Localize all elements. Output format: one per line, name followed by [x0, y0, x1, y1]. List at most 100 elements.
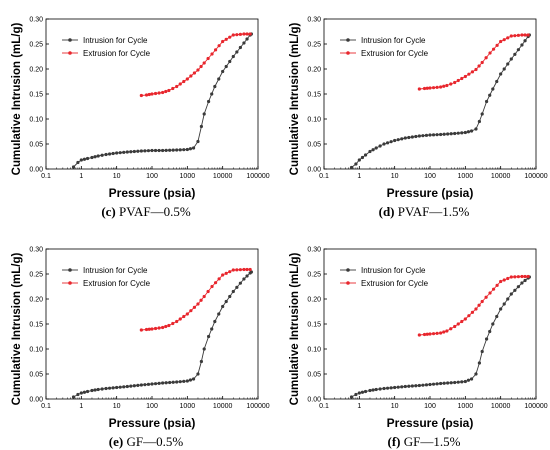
y-tick-label: 0.00: [307, 397, 321, 404]
data-point: [157, 148, 161, 153]
data-point: [248, 267, 252, 272]
data-point: [143, 149, 147, 153]
caption-text: GF—0.5%: [126, 434, 184, 449]
data-point: [488, 291, 492, 295]
data-point: [400, 385, 404, 389]
data-point: [235, 285, 239, 289]
data-point: [71, 395, 76, 399]
x-tick-label: 1000: [458, 173, 474, 180]
caption-panel-letter: (f): [387, 434, 401, 449]
data-point: [168, 148, 172, 152]
data-point: [210, 52, 214, 56]
data-point: [417, 383, 421, 388]
data-point: [506, 276, 510, 281]
data-point: [445, 329, 449, 333]
data-point: [199, 359, 203, 364]
plot-frame: [323, 248, 537, 400]
x-tick-label: 1: [357, 173, 361, 180]
data-point: [206, 56, 210, 61]
data-point: [104, 152, 108, 157]
data-point: [506, 36, 510, 40]
data-point: [439, 132, 443, 137]
data-point: [442, 381, 446, 385]
y-tick-label: 0.20: [307, 67, 321, 74]
legend-label: Extrusion for Cycle: [83, 49, 151, 58]
data-point: [484, 56, 488, 60]
data-point: [224, 271, 228, 275]
data-point: [125, 384, 129, 389]
data-point: [456, 322, 460, 326]
data-point: [238, 268, 242, 272]
data-point: [403, 136, 407, 140]
data-point: [150, 382, 154, 386]
data-point: [374, 146, 378, 150]
data-point: [235, 33, 239, 37]
data-point: [136, 149, 140, 153]
data-point: [453, 324, 457, 329]
data-point: [526, 33, 530, 37]
data-point: [467, 72, 471, 76]
data-point: [488, 329, 492, 334]
data-point: [189, 309, 193, 313]
series-extrusion: [139, 267, 252, 332]
chart-panel-2: 0.00 0.05 0.10 0.15 0.20 0.25 0.30 0.1 1 10 100 100…: [11, 247, 270, 431]
data-point: [111, 151, 115, 156]
data-point: [495, 283, 499, 287]
legend-marker: [68, 268, 72, 272]
x-tick-label: 10: [391, 173, 399, 180]
data-point: [502, 38, 506, 42]
data-point: [520, 43, 524, 47]
data-point: [360, 390, 365, 394]
data-point: [378, 144, 382, 148]
data-point: [213, 319, 217, 324]
y-tick-label: 0.25: [29, 272, 43, 279]
data-point: [460, 131, 464, 135]
data-point: [513, 288, 517, 292]
data-point: [435, 85, 439, 89]
data-point: [242, 267, 246, 272]
figure-caption: (e) GF—0.5%: [109, 434, 183, 450]
data-point: [161, 148, 165, 153]
data-point: [453, 380, 457, 385]
data-point: [242, 41, 246, 45]
data-point: [182, 79, 186, 84]
x-tick-label: 100000: [246, 403, 269, 410]
legend-label: Intrusion for Cycle: [361, 36, 426, 45]
plot-frame: [323, 18, 537, 170]
data-point: [357, 391, 361, 395]
data-point: [499, 307, 503, 311]
data-point: [474, 372, 478, 376]
y-tick-label: 0.00: [307, 167, 321, 174]
data-point: [178, 148, 182, 152]
data-point: [385, 386, 390, 390]
data-point: [115, 151, 119, 155]
data-point: [122, 150, 126, 154]
data-point: [349, 165, 354, 170]
x-tick-label: 10000: [213, 403, 233, 410]
data-point: [82, 157, 87, 161]
data-point: [245, 37, 249, 41]
data-point: [442, 330, 446, 334]
data-point: [513, 52, 517, 56]
data-point: [161, 325, 165, 330]
data-point: [374, 387, 378, 392]
data-point: [139, 149, 143, 153]
data-point: [491, 322, 495, 326]
data-point: [484, 295, 488, 299]
legend-marker: [346, 51, 350, 55]
data-point: [523, 274, 527, 279]
data-point: [157, 91, 161, 95]
data-point: [213, 48, 218, 52]
data-point: [79, 158, 83, 162]
y-tick-label: 0.30: [29, 247, 43, 254]
data-point: [495, 314, 499, 319]
data-point: [363, 153, 368, 157]
y-tick-label: 0.20: [29, 67, 43, 74]
data-point: [245, 274, 249, 278]
data-point: [153, 382, 158, 386]
data-point: [202, 347, 206, 351]
data-point: [502, 278, 506, 282]
chart-panel-3: 0.00 0.05 0.10 0.15 0.20 0.25 0.30 0.1 1 10 100 100…: [289, 247, 548, 431]
data-point: [513, 275, 517, 279]
data-point: [171, 148, 175, 152]
